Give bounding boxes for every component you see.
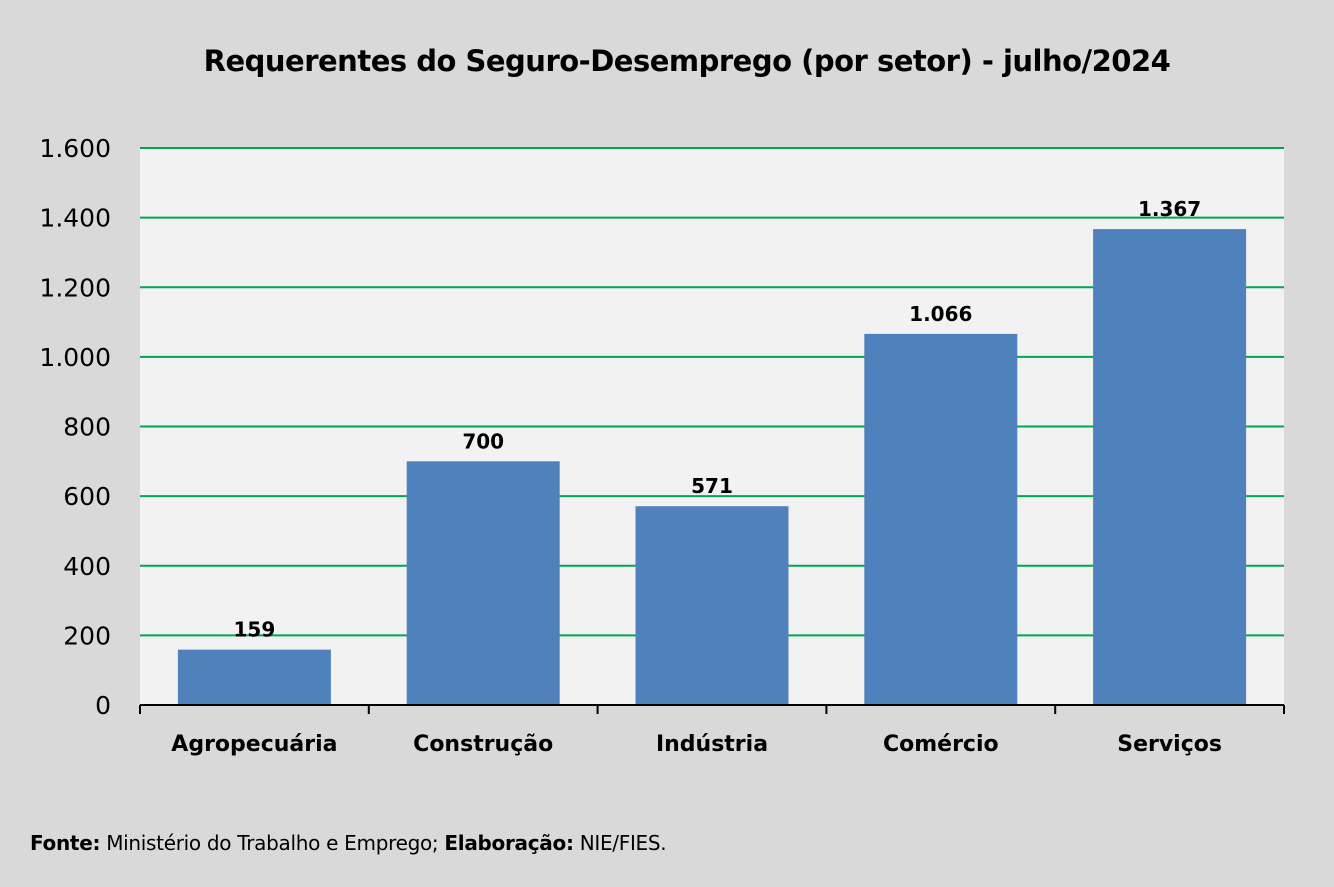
bar: [406, 461, 560, 705]
y-tick-label: 0: [95, 691, 111, 720]
x-tick-label: Construção: [413, 732, 553, 757]
x-tick-label: Indústria: [656, 732, 768, 757]
y-tick-label: 1.000: [39, 343, 111, 372]
bars: [177, 229, 1247, 705]
data-label: 1.367: [1138, 197, 1201, 221]
y-tick-label: 1.600: [39, 134, 111, 163]
x-tick-label: Comércio: [883, 732, 999, 757]
data-labels: 159 700 571 1.066 1.367: [234, 197, 1202, 642]
y-tick-label: 1.200: [39, 273, 111, 302]
x-axis-tick-labels: Agropecuária Construção Indústria Comércio S…: [171, 732, 1222, 757]
source-text: Ministério do Trabalho e Emprego;: [100, 831, 445, 855]
data-label: 700: [462, 429, 504, 453]
elaboration-label: Elaboração:: [444, 831, 574, 855]
chart-title: Requerentes do Seguro-Desemprego (por se…: [203, 44, 1171, 78]
y-tick-label: 800: [63, 413, 111, 442]
data-label: 159: [234, 618, 276, 642]
elaboration-text: NIE/FIES.: [573, 831, 667, 855]
source-label: Fonte:: [30, 831, 101, 855]
bar: [1093, 229, 1247, 705]
y-tick-label: 600: [63, 482, 111, 511]
bar: [635, 506, 789, 705]
bar: [177, 649, 331, 705]
y-tick-label: 1.400: [39, 204, 111, 233]
y-tick-label: 400: [63, 552, 111, 581]
x-axis: [139, 704, 1285, 714]
y-axis-tick-labels: 0 200 400 600 800 1.000 1.200 1.400 1.600: [39, 134, 111, 720]
source-note: Fonte: Ministério do Trabalho e Emprego;…: [30, 831, 667, 855]
data-label: 1.066: [909, 302, 972, 326]
y-tick-label: 200: [63, 621, 111, 650]
data-label: 571: [691, 474, 733, 498]
x-tick-label: Serviços: [1117, 732, 1222, 757]
x-tick-label: Agropecuária: [171, 732, 337, 757]
bar: [864, 333, 1018, 705]
